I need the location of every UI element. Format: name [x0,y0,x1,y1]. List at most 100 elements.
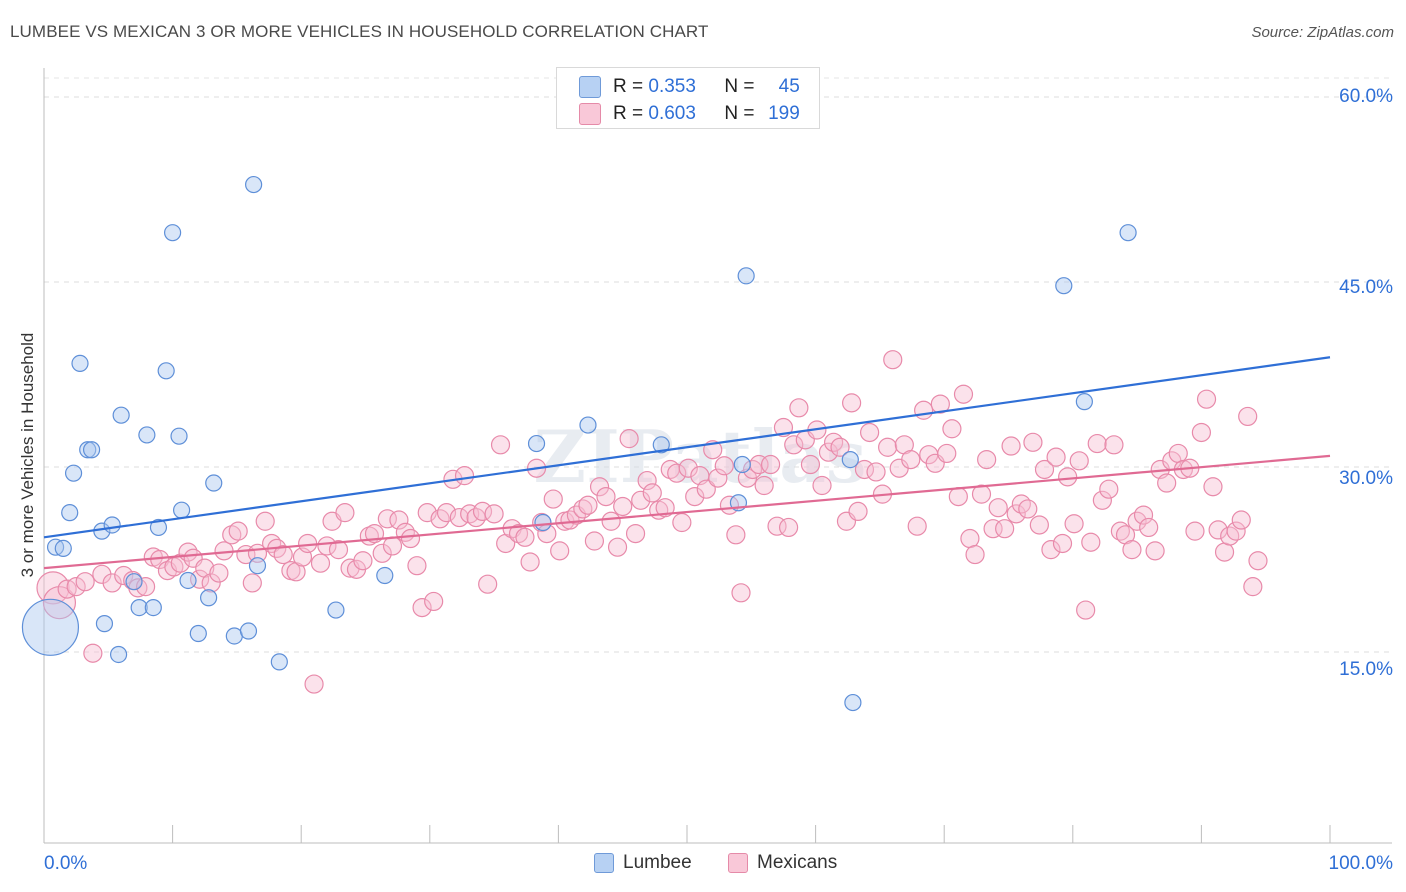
mexicans-point [965,544,985,565]
y-tick-label-60: 60.0% [1339,86,1393,107]
lumbee-point [82,441,101,459]
stats-legend: R = 0.353 N = 45 R = 0.603 N = 199 [556,67,820,129]
lumbee-point [205,474,223,492]
mexicans-point [778,517,799,538]
mexicans-point [860,422,880,443]
lumbee-point [149,518,168,537]
mexicans-point [854,459,875,480]
lumbee-legend-swatch [594,853,614,873]
mexicans-point [1046,447,1066,467]
mexicans-point [1226,521,1246,541]
mexicans-point [1220,526,1240,546]
r-value: 0.353 [648,76,696,97]
mexicans-point [754,475,774,496]
lumbee-point [103,516,121,534]
lumbee-point [733,455,751,474]
mexicans-point [407,556,427,576]
mexicans-point [335,503,355,523]
lumbee-point [270,653,288,671]
mexicans-point [1196,389,1217,409]
mexicans-point [637,470,657,491]
mexicans-point [273,544,293,565]
mexicans-point [995,519,1015,539]
lumbee-points [21,175,1137,712]
mexicans-point [1139,517,1159,538]
mexicans-point [685,487,705,507]
lumbee-trend-line [43,356,1331,539]
mexicans-point [1052,533,1073,554]
mexicans-point [742,459,763,480]
mexicans-point [930,394,950,414]
mexicans-point [1185,521,1205,541]
lumbee-point [157,362,175,380]
mexicans-point [1041,540,1061,560]
trend-lines [43,356,1331,570]
mexicans-point [731,583,751,603]
mexicans-point [1191,422,1212,443]
mexicans-point [472,501,493,521]
mexicans-point [642,483,662,503]
mexicans-point [454,466,475,486]
mexicans-point [1018,499,1038,519]
lumbee-point [376,566,394,585]
grid-lines [44,77,1392,653]
mexicans-point [960,528,980,549]
mexicans-point [824,432,844,452]
mexicans-point [520,552,540,572]
mexicans-swatch [579,103,601,125]
mexicans-point [953,384,974,404]
r-value: 0.603 [648,103,696,124]
mexicans-point [1011,494,1031,514]
legend-label-mexicans: Mexicans [757,852,838,873]
mexicans-point [515,527,535,547]
lumbee-point [1119,224,1137,242]
chart-title: LUMBEE VS MEXICAN 3 OR MORE VEHICLES IN … [10,22,709,41]
lumbee-point [189,624,207,643]
lumbee-swatch [579,76,601,98]
y-tick-label-30: 30.0% [1339,468,1393,489]
mexicans-point [412,597,432,618]
mexicans-point [1092,490,1112,510]
lumbee-point [248,557,267,575]
mexicans-point [209,563,229,583]
mexicans-point [1157,473,1177,493]
lumbee-point [164,224,182,242]
mexicans-point [672,512,692,533]
mexicans-point [1104,435,1124,455]
mexicans-point [901,450,921,470]
lumbee-point [79,441,97,459]
mexicans-point [830,437,850,457]
lumbee-point [109,645,128,664]
mexicans-point [1023,432,1043,452]
mexicans-point [1214,542,1235,562]
lumbee-point [1075,393,1093,411]
mexicans-point [977,450,997,470]
lumbee-point [239,622,258,640]
mexicans-point [667,463,687,483]
mexicans-point [714,456,734,476]
mexicans-point [948,487,968,507]
mexicans-point [400,528,421,549]
mexicans-point [543,489,563,509]
r-label: R = [613,103,644,124]
lumbee-point [64,464,83,482]
mexicans-point [1133,505,1154,525]
mexicans-point [842,393,862,413]
mexicans-point [353,551,373,571]
mexicans-point [1243,577,1263,597]
mexicans-point [255,511,275,531]
mexicans-point [1001,436,1021,456]
lumbee-point [327,601,345,619]
lumbee-point [527,434,546,453]
mexicans-point [800,454,821,475]
n-label: N = [724,76,755,97]
n-value: 45 [778,76,800,97]
lumbee-point [71,354,89,372]
y-tick-label-45: 45.0% [1339,277,1393,298]
mexicans-point [550,541,570,561]
mexicans-point [1058,467,1078,487]
mexicans-point [298,533,318,554]
mexicans-point [578,495,598,515]
mexicans-point [937,443,957,464]
